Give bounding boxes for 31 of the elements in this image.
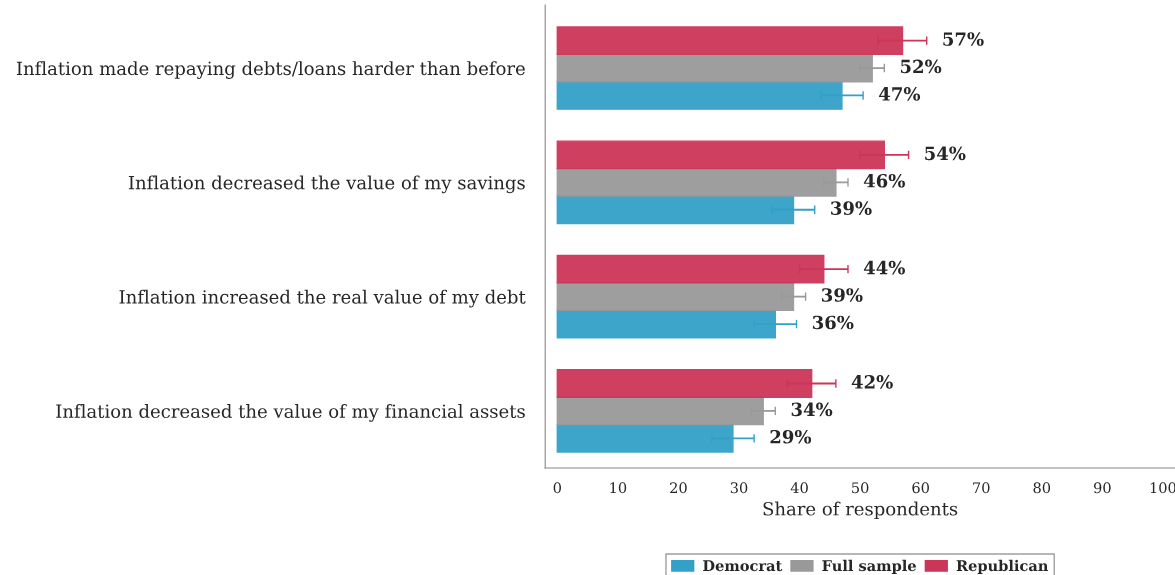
x-tick-label: 60	[912, 482, 929, 494]
x-tick-label: 20	[670, 482, 687, 494]
x-tick-label: 50	[852, 482, 869, 494]
data-label: 44%	[863, 260, 905, 275]
data-label: 42%	[851, 375, 893, 389]
x-tick-label: 10	[610, 482, 627, 494]
data-label: 36%	[812, 315, 854, 330]
data-label: 39%	[831, 201, 872, 215]
y-tick-label: Inflation decreased the value of my financial assets	[56, 404, 525, 422]
data-label: 46%	[863, 173, 905, 188]
x-tick-label: 30	[730, 482, 748, 494]
x-tick-label: 80	[1033, 482, 1051, 494]
y-tick-label: Inflation made repaying debts/loans harder than before	[16, 61, 525, 79]
legend-label: Republican	[956, 559, 1049, 574]
data-label: 57%	[943, 32, 984, 46]
y-tick-label: Inflation increased the real value of my debt	[119, 289, 526, 308]
data-label: 47%	[879, 87, 921, 101]
legend-label: Full sample	[822, 559, 916, 574]
x-tick-label: 70	[973, 482, 990, 494]
data-label: 34%	[791, 402, 833, 417]
y-tick-label: Inflation decreased the value of my savings	[128, 175, 525, 194]
data-label: 52%	[900, 59, 942, 74]
x-axis-title: Share of respondents	[763, 501, 958, 520]
data-label: 54%	[925, 146, 966, 161]
x-tick-label: 0	[553, 482, 561, 494]
x-tick-label: 100	[1150, 482, 1175, 494]
data-label: 39%	[822, 288, 863, 302]
data-label: 29%	[770, 429, 812, 444]
x-tick-label: 90	[1093, 482, 1111, 494]
x-tick-label: 40	[790, 482, 808, 494]
legend-label: Democrat	[703, 560, 783, 572]
